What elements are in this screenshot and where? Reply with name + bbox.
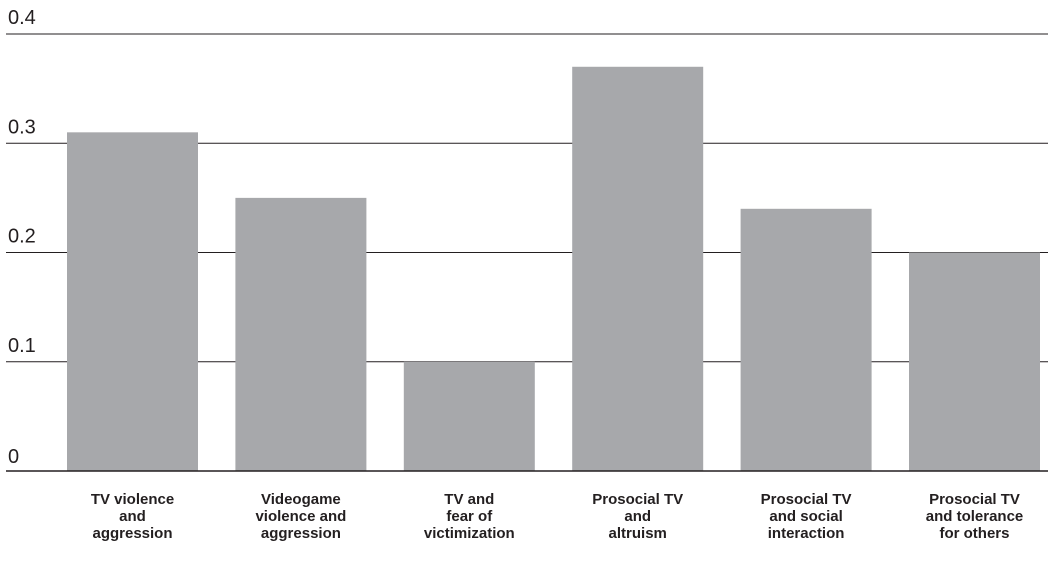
category-label-line: aggression (261, 525, 341, 542)
category-label-line: for others (939, 525, 1009, 542)
y-tick-label: 0 (8, 446, 19, 468)
bar-3 (403, 361, 535, 471)
y-tick-label: 0.2 (8, 226, 36, 248)
category-label-6: Prosocial TV and tolerance for others (926, 491, 1024, 542)
category-label-4: Prosocial TV and altruism (592, 491, 683, 542)
category-label-line: interaction (768, 525, 845, 542)
category-label-line: and tolerance (926, 508, 1024, 525)
bar-2 (235, 197, 367, 471)
category-label-5: Prosocial TV and social interaction (761, 491, 852, 542)
category-label-2: Videogame violence and aggression (255, 491, 346, 542)
category-label-line: altruism (609, 525, 667, 542)
y-tick-label: 0.4 (8, 7, 36, 29)
category-label-line: TV violence (91, 491, 174, 508)
category-label-line: and (119, 508, 146, 525)
label-layer: 00.10.20.30.4TV violence and aggressionVid… (8, 7, 1023, 542)
bar-4 (572, 66, 704, 472)
category-label-line: aggression (92, 525, 172, 542)
category-label-1: TV violence and aggression (91, 491, 174, 542)
category-label-line: and social (769, 508, 842, 525)
category-label-line: fear of (446, 508, 493, 525)
category-label-line: victimization (424, 525, 515, 542)
category-label-line: Prosocial TV (592, 491, 683, 508)
y-tick-label: 0.1 (8, 335, 36, 357)
category-label-3: TV and fear of victimization (424, 491, 515, 542)
bar-1 (67, 132, 198, 471)
bar-5 (740, 208, 872, 472)
category-label-line: violence and (255, 508, 346, 525)
y-tick-label: 0.3 (8, 116, 36, 138)
category-label-line: Prosocial TV (929, 491, 1020, 508)
category-label-line: Videogame (261, 491, 341, 508)
bar-layer (67, 66, 1040, 472)
bar-6 (909, 252, 1040, 471)
category-label-line: and (624, 508, 651, 525)
category-label-line: TV and (444, 491, 494, 508)
category-label-line: Prosocial TV (761, 491, 852, 508)
